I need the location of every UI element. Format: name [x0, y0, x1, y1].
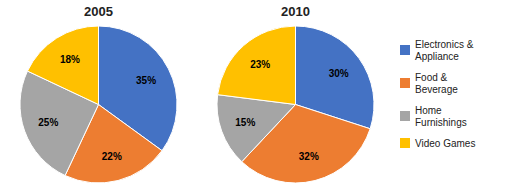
pie-1: 2010Electronics & ApplianceFood & Bevera… — [217, 4, 374, 183]
legend: Electronics &Appliance Food &Beverage Home… — [400, 39, 475, 149]
pie-slice: Home Furnishings — [217, 95, 296, 162]
data-label: 25% — [38, 117, 58, 128]
legend-label-line: Furnishings — [415, 117, 467, 128]
data-label: 30% — [329, 68, 349, 79]
legend-label-line: Home — [415, 105, 442, 116]
data-label: 22% — [102, 151, 122, 162]
pie-0: 2005Electronics & ApplianceFood & Bevera… — [20, 4, 177, 183]
chart-title: 2005 — [84, 4, 113, 19]
legend-swatch — [400, 138, 410, 148]
legend-label-line: Video Games — [415, 138, 475, 149]
data-label: 15% — [235, 117, 255, 128]
data-label: 18% — [60, 54, 80, 65]
legend-swatch — [400, 45, 410, 55]
chart-root: 2005 Electronics & Appliance Food & Bevera… — [0, 0, 512, 187]
legend-label-line: Food & — [415, 72, 448, 83]
legend-label: Electronics &Appliance — [415, 39, 474, 62]
legend-label: Food &Beverage — [415, 72, 458, 95]
data-label: 23% — [250, 59, 270, 70]
legend-label: HomeFurnishings — [415, 105, 467, 128]
data-label: 35% — [136, 75, 156, 86]
legend-label-line: Beverage — [415, 84, 458, 95]
legend-label-line: Appliance — [415, 51, 459, 62]
legend-swatch — [400, 78, 410, 88]
legend-swatch — [400, 111, 410, 121]
pie-slice: Video Games — [218, 26, 296, 105]
pie-slice: Video Games — [27, 26, 98, 105]
legend-label: Video Games — [415, 138, 475, 149]
legend-label-line: Electronics & — [415, 39, 474, 50]
data-label: 32% — [299, 151, 319, 162]
chart-title: 2010 — [281, 4, 310, 19]
